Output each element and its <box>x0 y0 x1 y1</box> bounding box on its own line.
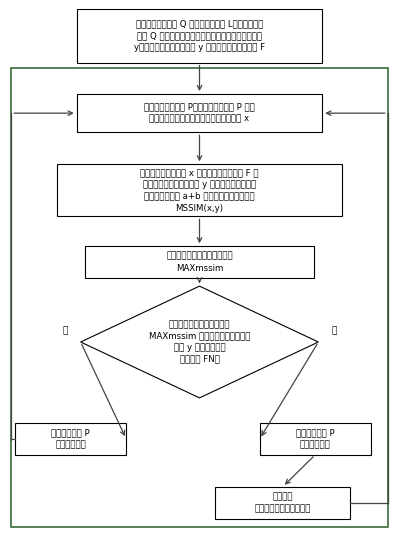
Bar <box>11 68 388 527</box>
Text: 平均结构相似性系数最大值
MAXmssim 所对应的标准火焰灰度
图像 y 属于正常火焰
灰度图库 FN？: 平均结构相似性系数最大值 MAXmssim 所对应的标准火焰灰度 图像 y 属于… <box>149 320 250 364</box>
Text: 获取待测火焰图像 P，对待测火焰图像 P 进行
滤波和灰度变换，得到待测火焰灰度图像 x: 获取待测火焰图像 P，对待测火焰图像 P 进行 滤波和灰度变换，得到待测火焰灰度… <box>144 103 255 124</box>
Text: 将待测火焰灰度图像 x 与标准火焰灰度图库 F 中
的所有标准火焰灰度图像 y 进行平均结构相似性
系数计算，得到 a+b 个平均结构相似性系数
MSSIM(x: 将待测火焰灰度图像 x 与标准火焰灰度图库 F 中 的所有标准火焰灰度图像 y … <box>140 168 259 212</box>
Bar <box>85 246 314 278</box>
Text: 是: 是 <box>62 327 67 335</box>
Text: 待测火焰图像 P
属于异常状态: 待测火焰图像 P 属于异常状态 <box>296 429 334 449</box>
Text: 待测火焰图像 P
属于正常状态: 待测火焰图像 P 属于正常状态 <box>51 429 90 449</box>
Text: 取平均结构相似性系数最大值
MAXmssim: 取平均结构相似性系数最大值 MAXmssim <box>166 252 233 272</box>
Bar <box>77 94 322 132</box>
Bar <box>77 10 322 63</box>
Bar <box>260 423 371 455</box>
Bar <box>215 487 350 519</box>
Bar <box>15 423 126 455</box>
Polygon shape <box>81 286 318 398</box>
Text: 否: 否 <box>332 327 337 335</box>
Text: 系统报警
改善回转窑火焰烧成状态: 系统报警 改善回转窑火焰烧成状态 <box>255 492 311 513</box>
Text: 标定标准火焰图像 Q 和标准火焰图库 L，对标准火焰
图像 Q 进行滤波和灰度变换，得到标准火焰灰度图像
y，所有标准火焰灰度图像 y 组成标准火焰灰度图库 F: 标定标准火焰图像 Q 和标准火焰图库 L，对标准火焰 图像 Q 进行滤波和灰度变… <box>134 20 265 52</box>
Bar <box>57 164 342 216</box>
